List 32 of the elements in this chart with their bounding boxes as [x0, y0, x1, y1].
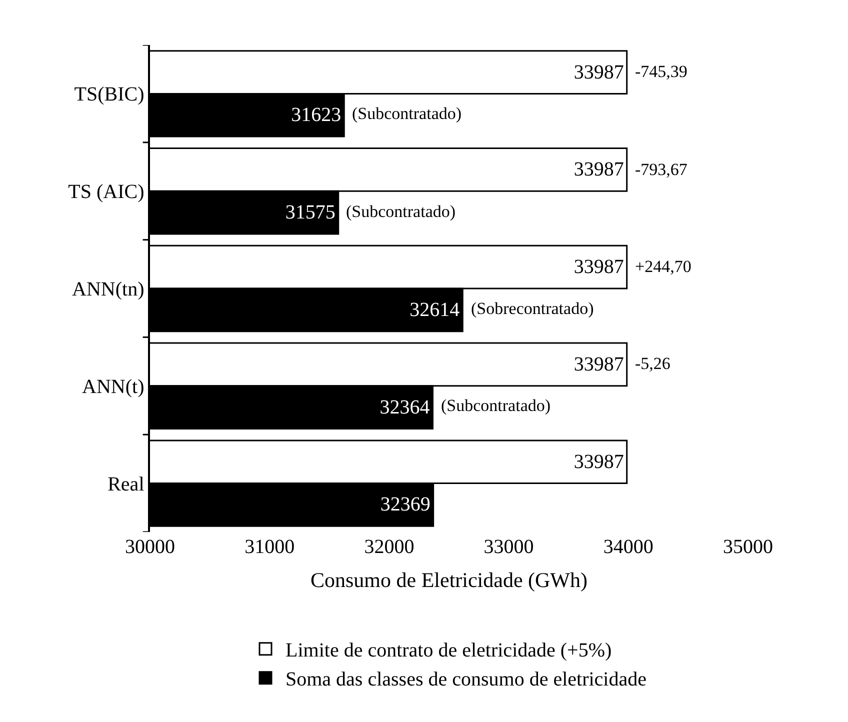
x-tick-label: 30000 — [125, 536, 175, 558]
data-label: 31575 — [285, 202, 336, 224]
y-tick-label: TS(BIC) — [74, 84, 144, 106]
x-axis-title: Consumo de Eletricidade (GWh) — [310, 568, 588, 592]
annotation: -745,39 — [635, 62, 688, 81]
x-tick-label: 34000 — [603, 536, 654, 558]
y-tick-label: TS (AIC) — [68, 181, 144, 204]
annotation: (Subcontratado) — [346, 202, 456, 221]
x-tick-label: 31000 — [244, 536, 295, 558]
annotation: (Sobrecontratado) — [471, 299, 594, 318]
data-label: 33987 — [574, 158, 624, 181]
x-tick-label: 35000 — [723, 536, 773, 558]
annotation: +244,70 — [635, 257, 692, 276]
annotation: (Subcontratado) — [441, 396, 551, 415]
data-label: 32614 — [410, 298, 460, 321]
data-label: 33987 — [574, 61, 624, 84]
x-tick-label: 33000 — [484, 536, 534, 558]
annotation: -793,67 — [635, 160, 688, 179]
data-label: 33987 — [574, 256, 624, 278]
data-label: 33987 — [574, 353, 624, 376]
legend-label: Soma das classes de consumo de eletricidade — [286, 668, 647, 691]
y-tick-label: ANN(tn) — [72, 278, 144, 300]
legend-label: Limite de contrato de eletricidade (+5%) — [286, 640, 612, 662]
y-tick-label: Real — [108, 473, 145, 496]
data-label: 32364 — [380, 396, 430, 418]
data-label: 33987 — [574, 450, 624, 473]
y-tick-label: ANN(t) — [82, 376, 144, 398]
annotation: (Subcontratado) — [352, 104, 462, 123]
x-tick-label: 32000 — [364, 536, 414, 558]
data-label: 32369 — [380, 494, 430, 516]
annotation: -5,26 — [635, 354, 670, 373]
data-label: 31623 — [291, 104, 342, 126]
